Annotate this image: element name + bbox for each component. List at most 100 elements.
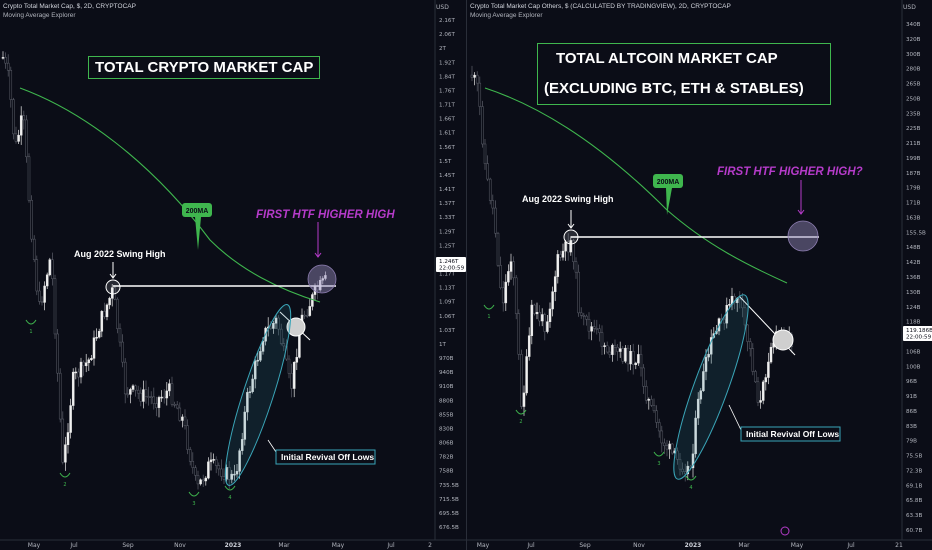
right-chart-canvas[interactable]: USD 340B 320B 300B 280B 265B 250B 235B 225B 211B 1… [467, 0, 932, 550]
right-candle-body [759, 400, 762, 403]
left-candle-body [157, 397, 161, 408]
left-x-tick-label: 2 [428, 542, 432, 549]
right-y-tick-label: 320B [906, 37, 921, 43]
left-ma-badge [182, 203, 212, 217]
right-chart-panel[interactable]: USD 340B 320B 300B 280B 265B 250B 235B 225B 211B 1… [466, 0, 932, 550]
left-chart-panel[interactable]: USD 2.16T 2.06T 2T 1.92T 1.84T 1.76T 1.71T 1.66T… [0, 0, 466, 550]
right-last-price-tag [903, 326, 932, 341]
left-y-tick-label: 1.66T [439, 117, 455, 123]
left-candle-body [214, 459, 218, 466]
left-wave-count-arc [59, 472, 71, 478]
right-wave-count-label: 1 [487, 314, 490, 320]
right-candle-body [494, 207, 497, 234]
right-candle-body [553, 276, 557, 292]
left-candle-body [121, 341, 124, 363]
right-candle-body [525, 356, 528, 394]
left-candle-body [162, 396, 166, 399]
left-candle-body [243, 411, 247, 440]
right-candle-body [522, 392, 526, 407]
right-candle-body [603, 345, 606, 347]
left-candle-body [51, 259, 54, 279]
right-chart-subtitle: (EXCLUDING BTC, ETH & STABLES) [544, 80, 804, 97]
left-wave-count-label: 4 [228, 495, 231, 501]
right-candle-body [530, 304, 534, 336]
right-ma-badge-label: 200MA [657, 179, 680, 186]
left-candle-body [295, 357, 299, 363]
right-candle-body [556, 254, 560, 277]
left-x-tick-label: Sep [122, 542, 134, 549]
right-candle-body [488, 178, 492, 201]
right-last-price-value: 119.186B [906, 328, 932, 334]
right-candle-body [722, 318, 726, 324]
left-candle-body [129, 389, 132, 395]
left-candle-body [4, 57, 7, 64]
left-symbol-title[interactable]: Crypto Total Market Cap, $, 2D, CRYPTOCA… [3, 3, 136, 10]
right-arrow-head [567, 223, 575, 229]
left-candle-body [287, 358, 291, 374]
right-candle-body [572, 240, 575, 262]
left-candle-body [22, 115, 26, 121]
right-indicator-name[interactable]: Moving Average Explorer [470, 12, 543, 19]
left-last-price-value: 1.246T [439, 259, 459, 265]
left-x-tick-label: May [28, 542, 41, 549]
left-candle-body [191, 461, 195, 468]
left-candle-body [170, 383, 174, 405]
right-candle-body [504, 281, 508, 304]
left-revival-ellipse [224, 304, 292, 486]
right-y-tick-label: 69.1B [906, 483, 922, 489]
right-wave-count-arc [653, 451, 665, 457]
left-x-tick-label: Jul [69, 542, 78, 549]
right-candle-body [699, 390, 703, 400]
right-candle-body [520, 354, 523, 407]
left-candle-body [251, 378, 254, 392]
right-candle-body [652, 405, 656, 412]
left-candle-body [17, 134, 20, 142]
left-chart-canvas[interactable]: USD 2.16T 2.06T 2T 1.92T 1.84T 1.76T 1.71T 1.66T… [0, 0, 466, 550]
right-candle-body [486, 163, 489, 180]
right-x-tick-label: Jul [846, 542, 855, 549]
right-y-tick-label: 124B [906, 305, 921, 311]
left-candle-body [160, 396, 163, 399]
right-candle-body [543, 314, 547, 332]
right-y-tick-label: 72.3B [906, 468, 922, 474]
right-candle-body [681, 468, 684, 472]
left-y-tick-label: 2.16T [439, 18, 455, 24]
right-y-tick-label: 163B [906, 215, 921, 221]
left-candle-body [324, 275, 327, 279]
left-candle-body [136, 389, 140, 394]
left-y-tick-label: 940B [439, 370, 454, 376]
left-candle-body [69, 405, 72, 433]
left-candle-body [56, 333, 59, 374]
right-candle-body [540, 314, 544, 322]
left-candle-body [53, 278, 57, 335]
left-y-tick-label: 735.5B [439, 483, 459, 489]
left-candle-body [321, 278, 325, 281]
left-candle-body [147, 396, 150, 398]
left-candle-body [61, 418, 65, 463]
left-y-tick-label: 910B [439, 384, 454, 390]
left-candle-body [308, 306, 312, 316]
right-candle-body [624, 347, 627, 362]
right-y-tick-label: 235B [906, 111, 921, 117]
right-wave-count-label: 4 [689, 485, 692, 491]
right-symbol-title[interactable]: Crypto Total Market Cap Others, $ (CALCU… [470, 3, 731, 10]
left-indicator-name[interactable]: Moving Average Explorer [3, 12, 76, 19]
right-y-tick-label: 86B [906, 409, 917, 415]
left-y-tick-label: 1.25T [439, 243, 455, 249]
right-candle-body [592, 326, 596, 329]
right-candle-body [650, 399, 653, 406]
right-event-marker-icon[interactable] [780, 526, 790, 536]
right-wave-count-arc [685, 475, 697, 481]
left-candle-body [290, 373, 293, 389]
left-candle-body [199, 479, 202, 485]
left-y-tick-label: 715.5B [439, 497, 459, 503]
right-candle-body [728, 304, 731, 306]
left-y-tick-label: 1.5T [439, 159, 452, 165]
right-candle-body [564, 241, 567, 252]
left-candle-body [152, 396, 156, 404]
right-x-tick-label: Nov [633, 542, 645, 549]
left-candle-body [38, 290, 41, 302]
left-candle-body [318, 279, 322, 291]
left-candle-body [272, 323, 275, 329]
left-y-tick-label: 1.37T [439, 201, 455, 207]
